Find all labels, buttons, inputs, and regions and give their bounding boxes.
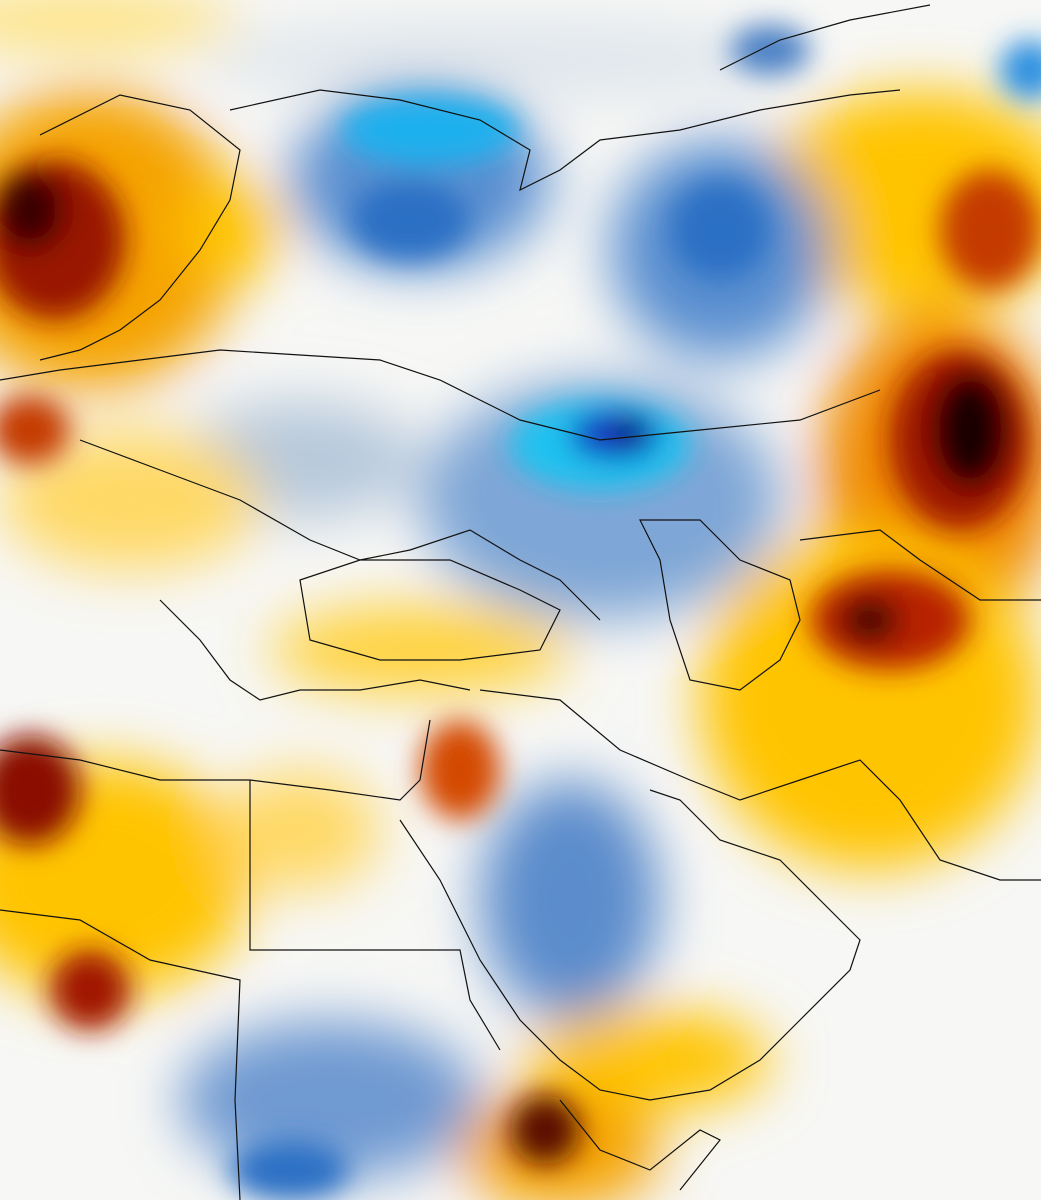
warm-core: [50, 950, 130, 1030]
border: [799, 529, 1041, 601]
warm-core: [0, 170, 65, 250]
warm-core: [0, 395, 70, 465]
cool-core: [340, 95, 520, 165]
cool-area: [480, 780, 660, 1020]
warm-area: [180, 180, 280, 280]
warm-area: [530, 1010, 770, 1110]
border: [249, 780, 501, 1051]
warm-core: [930, 370, 1010, 490]
warm-area: [0, 430, 260, 570]
coastline: [719, 4, 931, 71]
cool-area: [180, 1020, 480, 1180]
horn-coast: [559, 1099, 721, 1191]
cool-core: [1000, 40, 1041, 100]
cool-area: [200, 20, 800, 100]
warm-core: [940, 170, 1040, 290]
coastline: [0, 719, 431, 801]
warm-core: [420, 720, 500, 820]
anomaly-field-core: [0, 25, 1041, 1200]
warm-core: [840, 595, 900, 645]
black-sea-coast: [299, 559, 561, 661]
warm-area: [220, 770, 380, 890]
border: [0, 349, 881, 441]
arabia-coast: [399, 789, 861, 1101]
warm-core: [0, 735, 80, 845]
cool-core: [730, 25, 810, 75]
border: [479, 689, 1041, 881]
coastline: [229, 89, 901, 192]
coastlines-and-borders: [0, 4, 1041, 1200]
caspian-coast: [639, 519, 801, 691]
cool-core: [230, 1140, 350, 1200]
border: [0, 909, 241, 1200]
warm-core: [510, 1095, 580, 1165]
warm-area: [270, 605, 570, 695]
cool-core: [350, 180, 470, 260]
coastline: [39, 94, 241, 361]
coastline: [159, 599, 471, 701]
cool-core: [616, 420, 644, 444]
cool-core: [670, 180, 770, 280]
cool-area: [420, 380, 780, 620]
warm-area: [0, 0, 240, 50]
border: [79, 439, 601, 621]
